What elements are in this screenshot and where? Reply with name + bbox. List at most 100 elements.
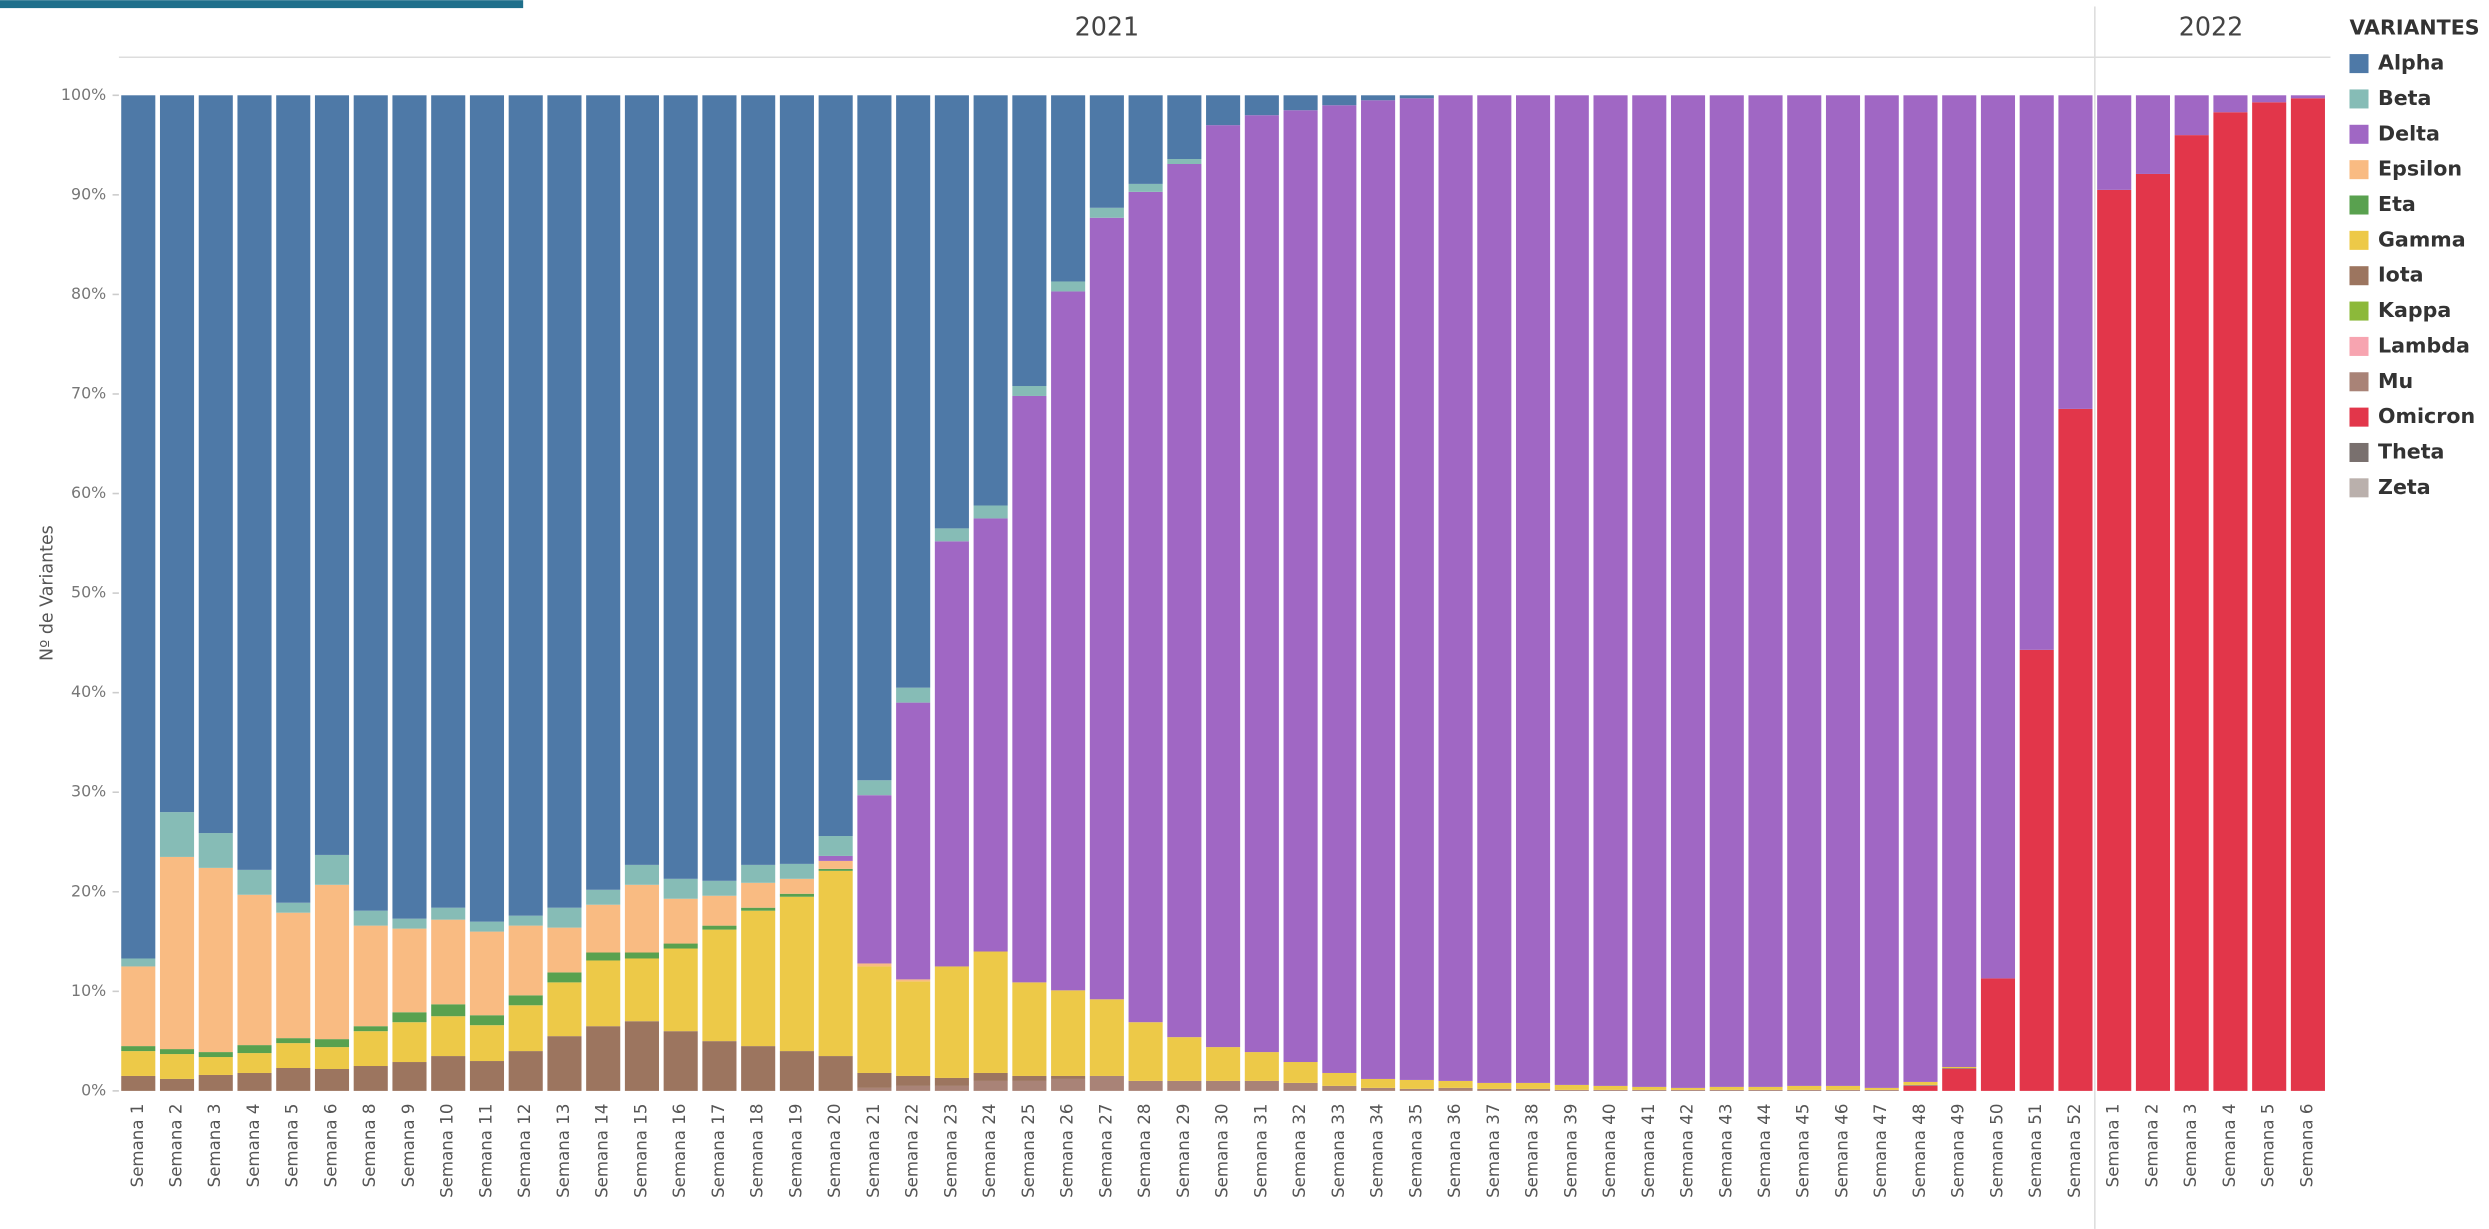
x-tick-label: Semana 30 — [1213, 1104, 1232, 1198]
bar-segment — [314, 884, 350, 1040]
bar-segment — [1361, 95, 1396, 101]
bar-segment — [934, 1077, 969, 1086]
bar-segment — [663, 1031, 698, 1091]
x-tick-label: Semana 33 — [1329, 1104, 1348, 1198]
bar-segment — [1206, 1080, 1241, 1091]
bar-segment — [779, 878, 814, 894]
bar-segment — [896, 1075, 931, 1086]
bar-segment — [818, 860, 853, 869]
bar-segment — [547, 907, 582, 928]
bar-segment — [1748, 1089, 1783, 1091]
x-tick-label: Semana 37 — [1484, 1104, 1503, 1198]
bar-segment — [392, 1012, 427, 1023]
bar-segment — [2290, 95, 2325, 99]
bar-segment — [624, 864, 659, 885]
bar-segment — [741, 882, 776, 908]
bar-segment — [857, 795, 892, 964]
bar-segment — [1128, 1080, 1163, 1091]
bar-segment — [741, 95, 776, 865]
bar-segment — [1128, 191, 1163, 1023]
x-tick-label: Semana 14 — [593, 1104, 612, 1198]
bar-segment — [1128, 95, 1163, 184]
x-tick-label: Semana 42 — [1678, 1104, 1697, 1198]
x-tick-label: Semana 18 — [748, 1104, 767, 1198]
bar-segment — [741, 907, 776, 911]
bar-segment — [1051, 1078, 1086, 1091]
bar-segment — [1244, 95, 1279, 116]
bar-segment — [586, 1026, 621, 1091]
x-tick-label: Semana 49 — [1949, 1104, 1968, 1198]
bar-segment — [547, 1036, 582, 1091]
x-tick-label: Semana 27 — [1096, 1104, 1115, 1198]
bar-segment — [547, 982, 582, 1037]
bar-segment — [237, 869, 272, 895]
bar-segment — [973, 951, 1008, 1073]
bar-segment — [1399, 1088, 1434, 1091]
bar-segment — [1593, 95, 1628, 1086]
legend-swatch — [2349, 301, 2369, 321]
bar-segment — [1283, 1062, 1318, 1083]
bar-segment — [1051, 1075, 1086, 1079]
bar-segment — [818, 855, 853, 861]
y-tick-label: 50% — [71, 583, 106, 602]
bar-segment — [2252, 102, 2287, 1091]
legend-swatch — [2349, 442, 2369, 462]
x-tick-label: Semana 29 — [1174, 1104, 1193, 1198]
bar-segment — [1670, 95, 1706, 1088]
bar-segment — [431, 1056, 466, 1091]
bar-segment — [934, 95, 969, 529]
bar-segment — [431, 95, 466, 908]
bar-segment — [237, 1072, 272, 1091]
bar-segment — [1709, 1086, 1744, 1090]
bar-segment — [896, 95, 931, 688]
legend-title: VARIANTES — [2349, 16, 2479, 40]
bar-segment — [1825, 1089, 1861, 1091]
legend-swatch — [2349, 195, 2369, 215]
x-tick-label: Semana 2 — [2142, 1104, 2161, 1188]
x-tick-label: Semana 44 — [1755, 1104, 1774, 1198]
bar-segment — [121, 1051, 156, 1076]
bar-segment — [1438, 1080, 1473, 1088]
x-tick-label: Semana 1 — [2104, 1104, 2123, 1188]
legend-label: Lambda — [2378, 333, 2470, 357]
bar-segment — [1864, 95, 1899, 1088]
bar-segment — [973, 505, 1008, 519]
bar-segment — [431, 1004, 466, 1017]
x-tick-label: Semana 10 — [438, 1104, 457, 1198]
bar-segment — [547, 927, 582, 973]
bar-segment — [1089, 1075, 1124, 1091]
bar-segment — [896, 979, 931, 982]
x-tick-label: Semana 15 — [631, 1104, 650, 1198]
bar-segment — [237, 1053, 272, 1073]
bar-segment — [469, 931, 505, 1016]
bar-segment — [508, 95, 543, 916]
bar-segment — [1283, 110, 1318, 1063]
bar-segment — [896, 687, 931, 703]
bar-segment — [624, 1021, 659, 1091]
bar-segment — [1593, 1089, 1628, 1091]
bar-segment — [353, 95, 388, 911]
legend-swatch — [2349, 266, 2369, 286]
bar-segment — [469, 1015, 505, 1026]
y-tick-label: 90% — [71, 184, 106, 203]
legend-swatch — [2349, 89, 2369, 109]
bar-segment — [1012, 95, 1047, 387]
bar-segment — [1787, 1089, 1822, 1091]
legend-swatch — [2349, 54, 2369, 74]
header-strip — [0, 0, 524, 9]
bar-segment — [2097, 95, 2132, 190]
y-tick-label: 0% — [81, 1080, 106, 1099]
bar-segment — [1748, 95, 1783, 1087]
bar-segment — [1206, 95, 1241, 126]
bar-segment — [1206, 1047, 1241, 1081]
legend-label: Theta — [2378, 439, 2444, 463]
bar-segment — [1167, 163, 1202, 1038]
bar-segment — [702, 895, 737, 926]
legend-swatch — [2349, 372, 2369, 392]
bar-segment — [1206, 125, 1241, 1048]
bar-segment — [431, 919, 466, 1005]
bar-segment — [276, 912, 311, 1039]
bar-segment — [857, 95, 892, 781]
bar-segment — [276, 1067, 311, 1091]
